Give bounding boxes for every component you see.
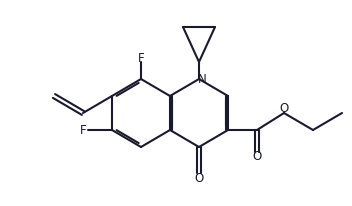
Text: F: F	[138, 52, 144, 64]
Text: N: N	[197, 73, 206, 85]
Text: O: O	[279, 102, 289, 115]
Text: F: F	[80, 124, 86, 137]
Text: O: O	[252, 151, 262, 164]
Text: O: O	[194, 172, 203, 185]
